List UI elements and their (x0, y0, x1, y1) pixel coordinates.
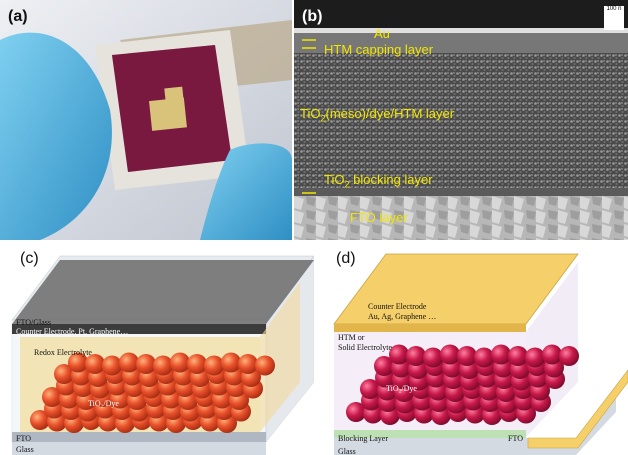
nanoparticle (457, 346, 477, 366)
panel-a-label: (a) (8, 8, 28, 25)
nanoparticle (136, 354, 156, 374)
label-redox-electrolyte: Redox Electrolyte (34, 348, 92, 357)
layer-label-au: Au (374, 26, 390, 41)
nanoparticle (423, 347, 443, 368)
dssc-diagram (11, 255, 314, 455)
nanoparticle (440, 344, 460, 365)
label-glass-d: Glass (338, 447, 356, 455)
panel-a-photo: (a) (0, 0, 292, 240)
layer-label-meso: TiO2(meso)/dye/HTM layer (300, 106, 455, 124)
ssdssc-diagram (333, 253, 628, 455)
scale-bar: 100 n (604, 6, 624, 30)
nanoparticle (238, 354, 258, 374)
nanoparticle (102, 355, 122, 376)
label-counter-electrode-d: Counter Electrode (368, 302, 427, 311)
layer-label-blocking: TiO2 blocking layer (324, 172, 433, 190)
nanoparticle (30, 410, 50, 430)
label-fto-glass-top: FTO/Glass (16, 318, 51, 327)
label-solid-electrolyte: Solid Electrolyte (338, 343, 392, 352)
label-fto-bottom: FTO (16, 434, 31, 443)
label-fto-d: FTO (508, 434, 523, 443)
nanoparticle (559, 346, 579, 366)
nanoparticle (389, 344, 409, 365)
label-counter-materials: Au, Ag, Graphene … (368, 312, 437, 321)
panel-b-label: (b) (302, 8, 323, 25)
nanoparticle (68, 352, 88, 373)
nanoparticle (360, 379, 380, 399)
layer-label-fto: FTO layer (350, 210, 408, 225)
device-photo (0, 0, 292, 240)
nanoparticle (374, 356, 394, 376)
nanoparticle (85, 354, 105, 374)
label-tio2-dye: TiO₂/Dye (88, 399, 119, 408)
layer-label-htm-capping: HTM capping layer (324, 42, 434, 57)
nanoparticle (204, 355, 224, 376)
panel-c-diagram: (c) FTO/Glass Counter Electrode, Pt, Gra… (0, 242, 314, 455)
nanoparticle (508, 346, 528, 366)
nanoparticle (525, 347, 545, 368)
nanoparticle (474, 347, 494, 368)
nanoparticle (346, 402, 366, 422)
nanoparticle (221, 352, 241, 373)
nanoparticle (542, 344, 562, 365)
nanoparticle (170, 352, 190, 373)
label-blocking-layer: Blocking Layer (338, 434, 388, 443)
label-htm: HTM or (338, 333, 365, 342)
nanoparticle (119, 352, 139, 373)
panel-b-sem: (b) 100 n Au HTM capping layer TiO2(meso… (294, 0, 628, 240)
label-tio2-dye-d: TiO₂/Dye (386, 384, 417, 393)
nanoparticle (153, 355, 173, 376)
nanoparticle (42, 387, 62, 407)
label-counter-electrode: Counter Electrode, Pt, Graphene… (16, 327, 129, 336)
sem-image (294, 0, 628, 240)
panel-d-diagram: (d) Counter Electrode Au, Ag, Graphene …… (316, 242, 628, 455)
nanoparticle (491, 344, 511, 365)
nanoparticle (255, 355, 275, 376)
nanoparticle (406, 346, 426, 366)
panel-d-label: (d) (336, 250, 356, 267)
nanoparticle (54, 364, 74, 384)
label-glass-bottom: Glass (16, 445, 34, 454)
nanoparticle (187, 354, 207, 374)
panel-c-label: (c) (20, 250, 39, 267)
